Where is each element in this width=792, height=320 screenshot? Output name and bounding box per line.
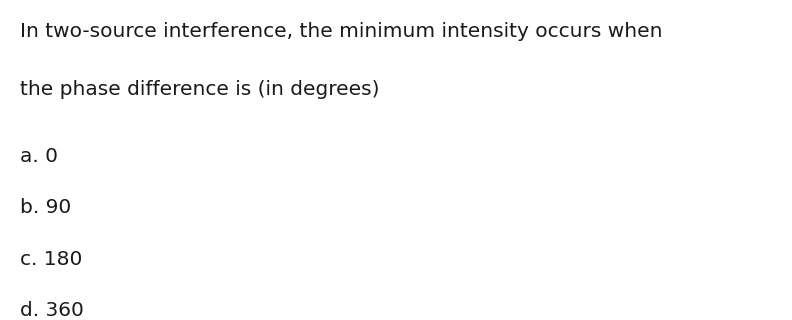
Text: c. 180: c. 180 xyxy=(20,250,82,268)
Text: In two-source interference, the minimum intensity occurs when: In two-source interference, the minimum … xyxy=(20,22,662,41)
Text: a. 0: a. 0 xyxy=(20,147,58,166)
Text: b. 90: b. 90 xyxy=(20,198,71,217)
Text: the phase difference is (in degrees): the phase difference is (in degrees) xyxy=(20,80,379,99)
Text: d. 360: d. 360 xyxy=(20,301,84,320)
